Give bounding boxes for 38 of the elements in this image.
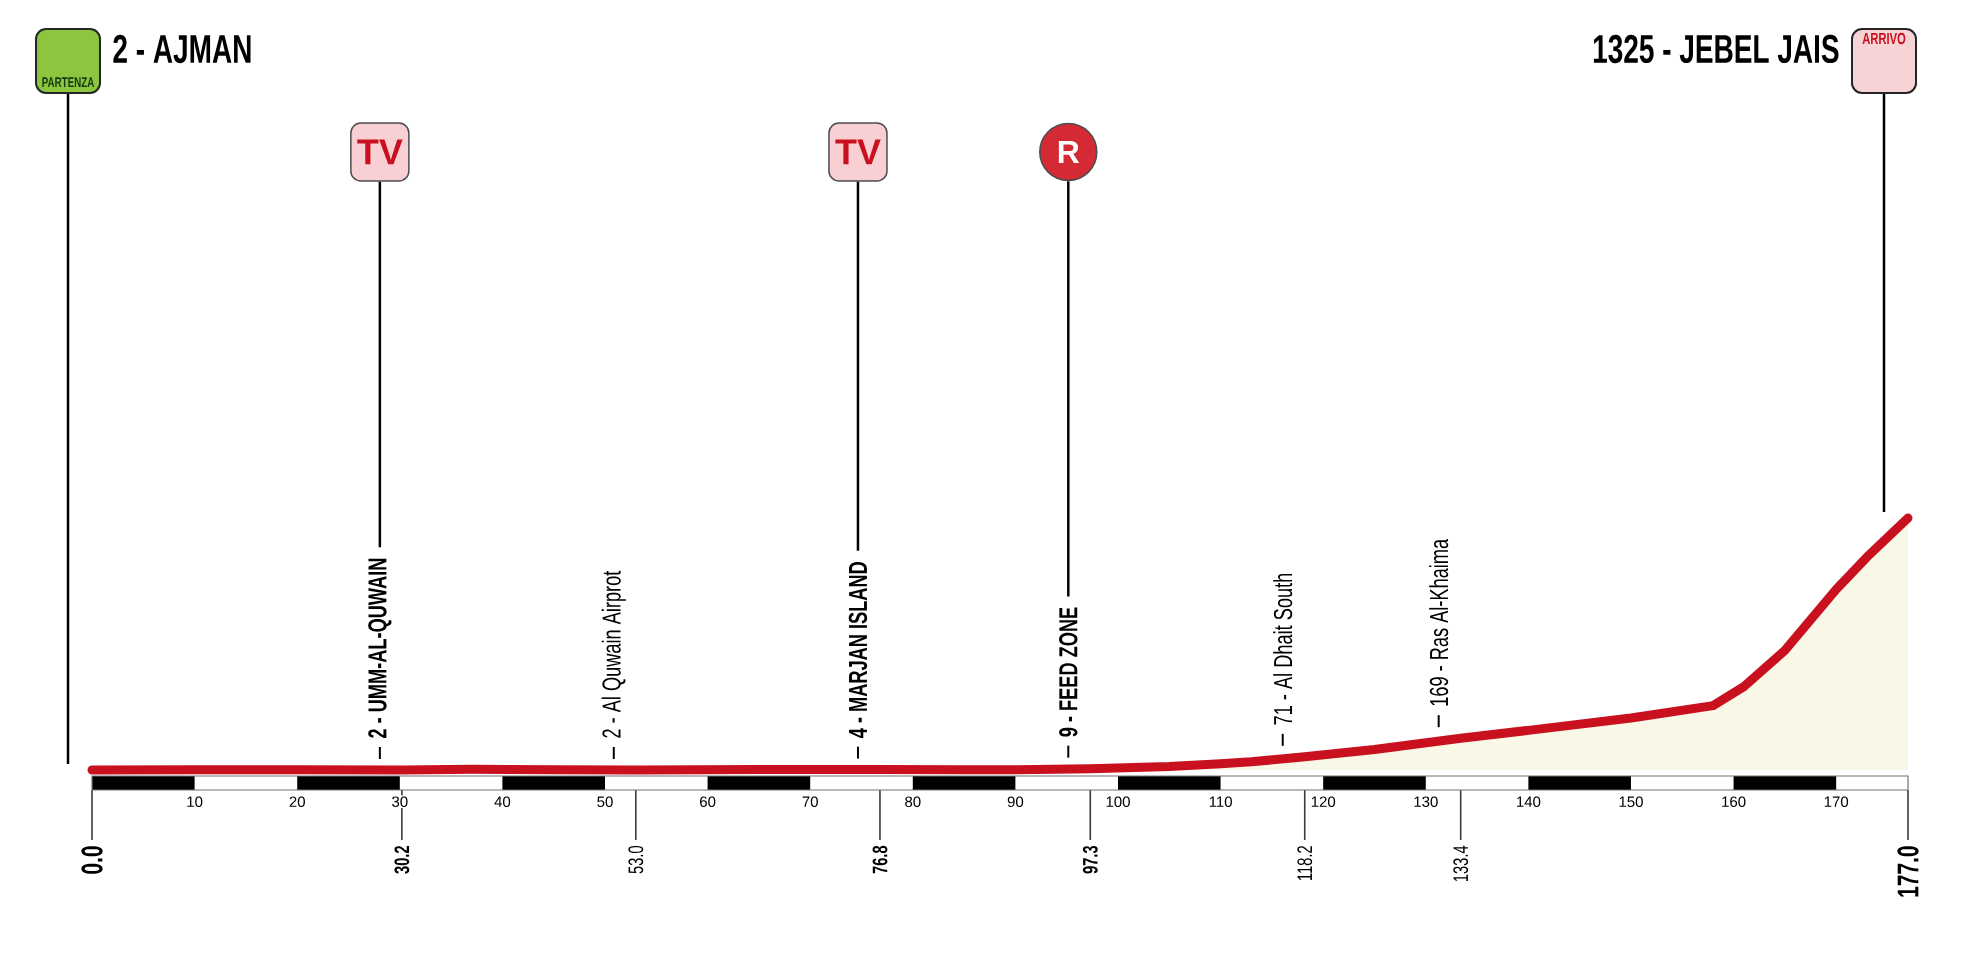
data-label: 2 - Al Quwain Airprot [601, 570, 626, 738]
x-tick-label: 130 [1414, 796, 1438, 808]
x2-tick-label: 97.3 [1082, 845, 1098, 874]
x-tick-label: 100 [1106, 796, 1130, 808]
x-tick-label: 160 [1722, 796, 1746, 808]
text: 1325 - JEBEL JAIS [1593, 34, 1839, 64]
x2-tick-label: 76.8 [872, 845, 888, 874]
x-tick-label: 80 [905, 796, 921, 808]
data-label: 2 - UMM-AL-QUWAIN [368, 558, 392, 738]
x-tick-label: 30 [392, 796, 408, 808]
text: R [1058, 140, 1080, 163]
x-tick-label: 60 [700, 796, 716, 808]
data-label: 71 - Al Dhait South [1273, 573, 1293, 725]
x-tick-label: 70 [802, 796, 818, 808]
x2-tick-label: 177.0 [1897, 846, 1919, 897]
text: ARRIVO [1862, 32, 1906, 45]
x-tick-label: 140 [1517, 796, 1541, 808]
text: TV [357, 139, 403, 165]
x-tick-label: 50 [597, 796, 613, 808]
x-tick-label: 170 [1824, 796, 1849, 808]
data-label: 4 - MARJAN ISLAND [848, 562, 868, 738]
x2-tick-label: 0.0 [81, 846, 103, 874]
data-label: 169 - Ras Al-Khaima [1429, 538, 1449, 706]
text: PARTENZA [42, 77, 95, 87]
x-tick-label: 90 [1007, 796, 1024, 808]
x2-tick-label: 30.2 [394, 845, 410, 874]
x-tick-label: 20 [289, 796, 305, 808]
text: 2 - AJMAN [113, 34, 251, 64]
x-tick-label: 120 [1311, 796, 1336, 808]
x-tick-label: 40 [494, 796, 511, 808]
data-label: 9 - FEED ZONE [1059, 607, 1078, 737]
x-tick-label: 10 [187, 796, 203, 808]
x-tick-label: 110 [1209, 796, 1232, 808]
x2-tick-label: 133.4 [1453, 845, 1469, 882]
x2-tick-label: 118.2 [1297, 846, 1313, 880]
text: TV [835, 139, 881, 165]
x-tick-label: 150 [1619, 796, 1643, 808]
x2-tick-label: 53.0 [628, 845, 644, 874]
